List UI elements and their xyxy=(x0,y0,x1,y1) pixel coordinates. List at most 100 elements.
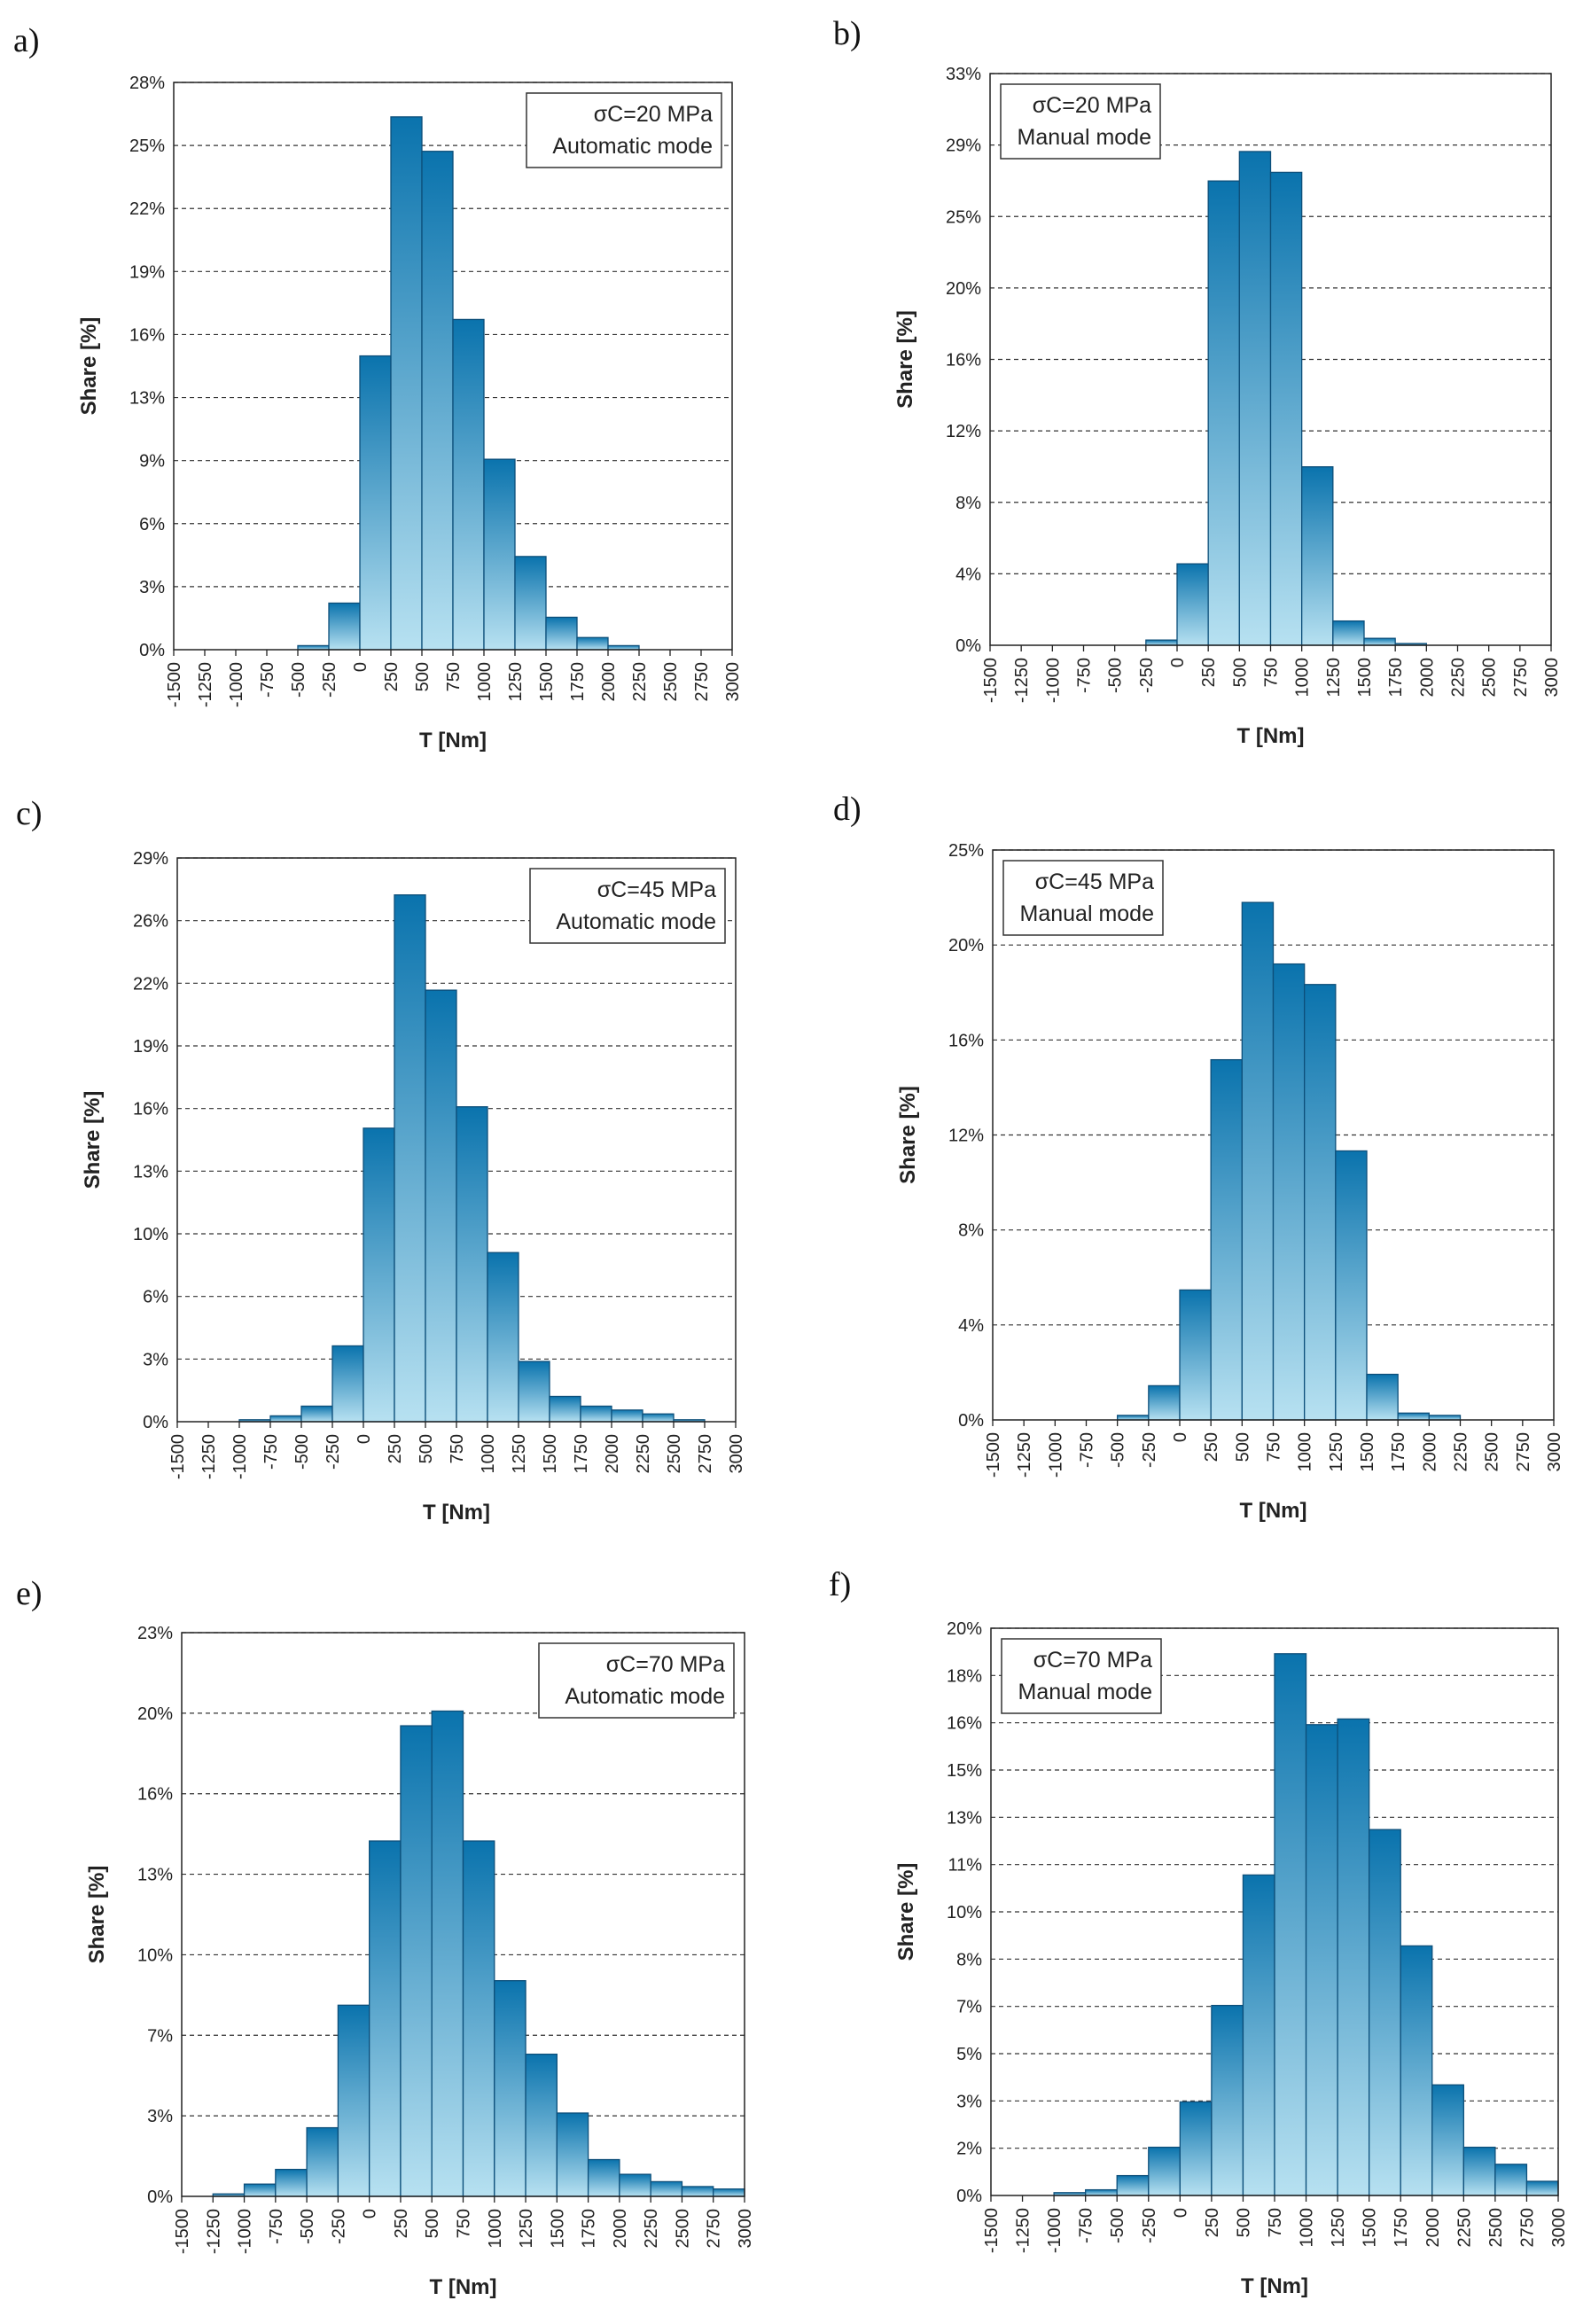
bar xyxy=(514,556,547,651)
y-tick-label: 25% xyxy=(948,841,984,861)
x-tick-label: -500 xyxy=(1106,658,1126,693)
x-tick-label: 1250 xyxy=(1324,658,1344,698)
chart-panel-e: e) 0% 3% 7% 10% 13% 16% 20% 23% -1500 -1250 -1000 -7… xyxy=(16,1575,755,2299)
x-tick-label: -500 xyxy=(1109,1432,1128,1468)
bar xyxy=(549,1395,581,1423)
x-tick-label: -750 xyxy=(267,2209,286,2244)
x-tick-label: 1250 xyxy=(1329,2208,1348,2248)
x-tick-label: 0 xyxy=(1168,658,1188,667)
x-tick-label: 3000 xyxy=(723,662,743,702)
x-tick-label: 1000 xyxy=(486,2209,505,2249)
x-tick-label: 750 xyxy=(455,2209,474,2238)
x-tick-label: 2500 xyxy=(673,2209,692,2249)
bar xyxy=(487,1252,519,1423)
y-tick-label: 25% xyxy=(946,207,981,227)
y-tick-label: 29% xyxy=(946,136,981,156)
x-tick-label: -1500 xyxy=(165,662,184,707)
chart-panel-f: f) 0% 2% 3% 5% 7% 8% 10% 11% 13% 15% 16% 18% 20% -1500… xyxy=(829,1566,1569,2298)
bar xyxy=(400,1725,433,2197)
y-tick-label: 11% xyxy=(948,1856,982,1876)
x-tick-label: 3000 xyxy=(1542,658,1562,698)
y-tick-label: 3% xyxy=(147,2107,173,2126)
bar xyxy=(1211,2004,1244,2196)
bar xyxy=(269,1415,302,1423)
y-tick-label: 15% xyxy=(947,1761,982,1781)
annotation-line-1: σC=70 MPa xyxy=(1033,1648,1152,1673)
bar xyxy=(681,2186,714,2197)
x-tick-label: 1750 xyxy=(580,2209,599,2249)
bar xyxy=(556,2112,589,2197)
y-axis-title: Share [%] xyxy=(894,1863,918,1961)
x-tick-label: 3000 xyxy=(736,2209,755,2249)
x-tick-label: 2250 xyxy=(630,662,650,702)
bar xyxy=(425,989,457,1423)
bar xyxy=(619,2173,651,2197)
x-tick-label: -1000 xyxy=(1046,1432,1065,1478)
y-tick-label: 3% xyxy=(956,2092,982,2111)
annotation-box xyxy=(1002,860,1164,936)
x-tick-label: 1750 xyxy=(1386,658,1406,698)
y-tick-label: 2% xyxy=(956,2140,982,2159)
x-tick-label: 0 xyxy=(355,1434,374,1444)
x-tick-label: -500 xyxy=(298,2209,317,2244)
x-tick-label: 2750 xyxy=(1511,658,1531,698)
y-tick-label: 22% xyxy=(133,974,168,994)
bar xyxy=(1241,901,1275,1421)
x-tick-label: -500 xyxy=(1108,2208,1127,2243)
x-tick-label: -1250 xyxy=(1014,2208,1033,2253)
bar xyxy=(1176,563,1209,646)
bar xyxy=(369,1840,402,2197)
y-tick-label: 10% xyxy=(947,1903,982,1922)
x-tick-label: 750 xyxy=(448,1434,467,1463)
bar xyxy=(1462,2146,1496,2196)
x-tick-label: -250 xyxy=(1140,1432,1159,1468)
x-tick-label: -750 xyxy=(258,662,277,698)
bar xyxy=(456,1106,488,1423)
annotation-line-1: σC=70 MPa xyxy=(606,1652,725,1677)
bar xyxy=(1369,1829,1401,2196)
panel-label: d) xyxy=(833,791,862,828)
x-tick-label: 1000 xyxy=(1293,658,1313,698)
bar xyxy=(1525,2180,1559,2196)
bar xyxy=(1148,1384,1181,1421)
x-tick-label: -1000 xyxy=(236,2209,255,2254)
bar xyxy=(359,355,392,651)
y-tick-label: 16% xyxy=(137,1785,173,1805)
x-tick-label: 0 xyxy=(361,2209,380,2219)
y-tick-label: 12% xyxy=(948,1127,984,1146)
y-tick-label: 8% xyxy=(958,1221,984,1241)
annotation-line-2: Automatic mode xyxy=(552,134,713,159)
y-tick-label: 4% xyxy=(958,1316,984,1336)
x-tick-label: -1250 xyxy=(1015,1432,1034,1478)
x-tick-label: 2500 xyxy=(1480,658,1500,698)
x-tick-label: 250 xyxy=(1202,1432,1221,1462)
bar xyxy=(462,1840,495,2197)
y-axis-title: Share [%] xyxy=(81,1091,105,1189)
x-tick-label: 1500 xyxy=(537,662,557,702)
y-tick-label: 16% xyxy=(947,1714,982,1734)
bar xyxy=(306,2126,339,2197)
chart-panel-a: a) 0% 3% 6% 9% 13% 16% 19% 22% 25% 28% -1500 -1250 -1… xyxy=(13,22,743,753)
x-axis-title: T [Nm] xyxy=(1241,2274,1308,2298)
bar xyxy=(1238,151,1272,646)
x-tick-label: -250 xyxy=(1137,658,1157,693)
x-tick-label: 2000 xyxy=(611,2209,630,2249)
y-tick-label: 5% xyxy=(956,2045,982,2064)
bar xyxy=(642,1413,675,1423)
bar xyxy=(1117,1415,1150,1421)
x-tick-label: 0 xyxy=(1171,2208,1190,2218)
x-tick-label: 250 xyxy=(386,1434,405,1463)
bar xyxy=(1335,1150,1368,1421)
x-tick-label: 2000 xyxy=(1423,2208,1443,2248)
y-tick-label: 20% xyxy=(137,1704,173,1724)
y-axis-title: Share [%] xyxy=(893,310,917,409)
y-tick-label: 0% xyxy=(147,2188,173,2207)
x-tick-label: 2750 xyxy=(692,662,712,702)
x-tick-label: 1250 xyxy=(1327,1432,1346,1472)
x-tick-label: -1000 xyxy=(230,1434,250,1479)
x-tick-label: 250 xyxy=(392,2209,411,2238)
annotation-box xyxy=(538,1642,735,1719)
x-tick-label: 500 xyxy=(1233,1432,1252,1462)
y-tick-label: 22% xyxy=(129,199,165,219)
bar xyxy=(1145,639,1178,646)
